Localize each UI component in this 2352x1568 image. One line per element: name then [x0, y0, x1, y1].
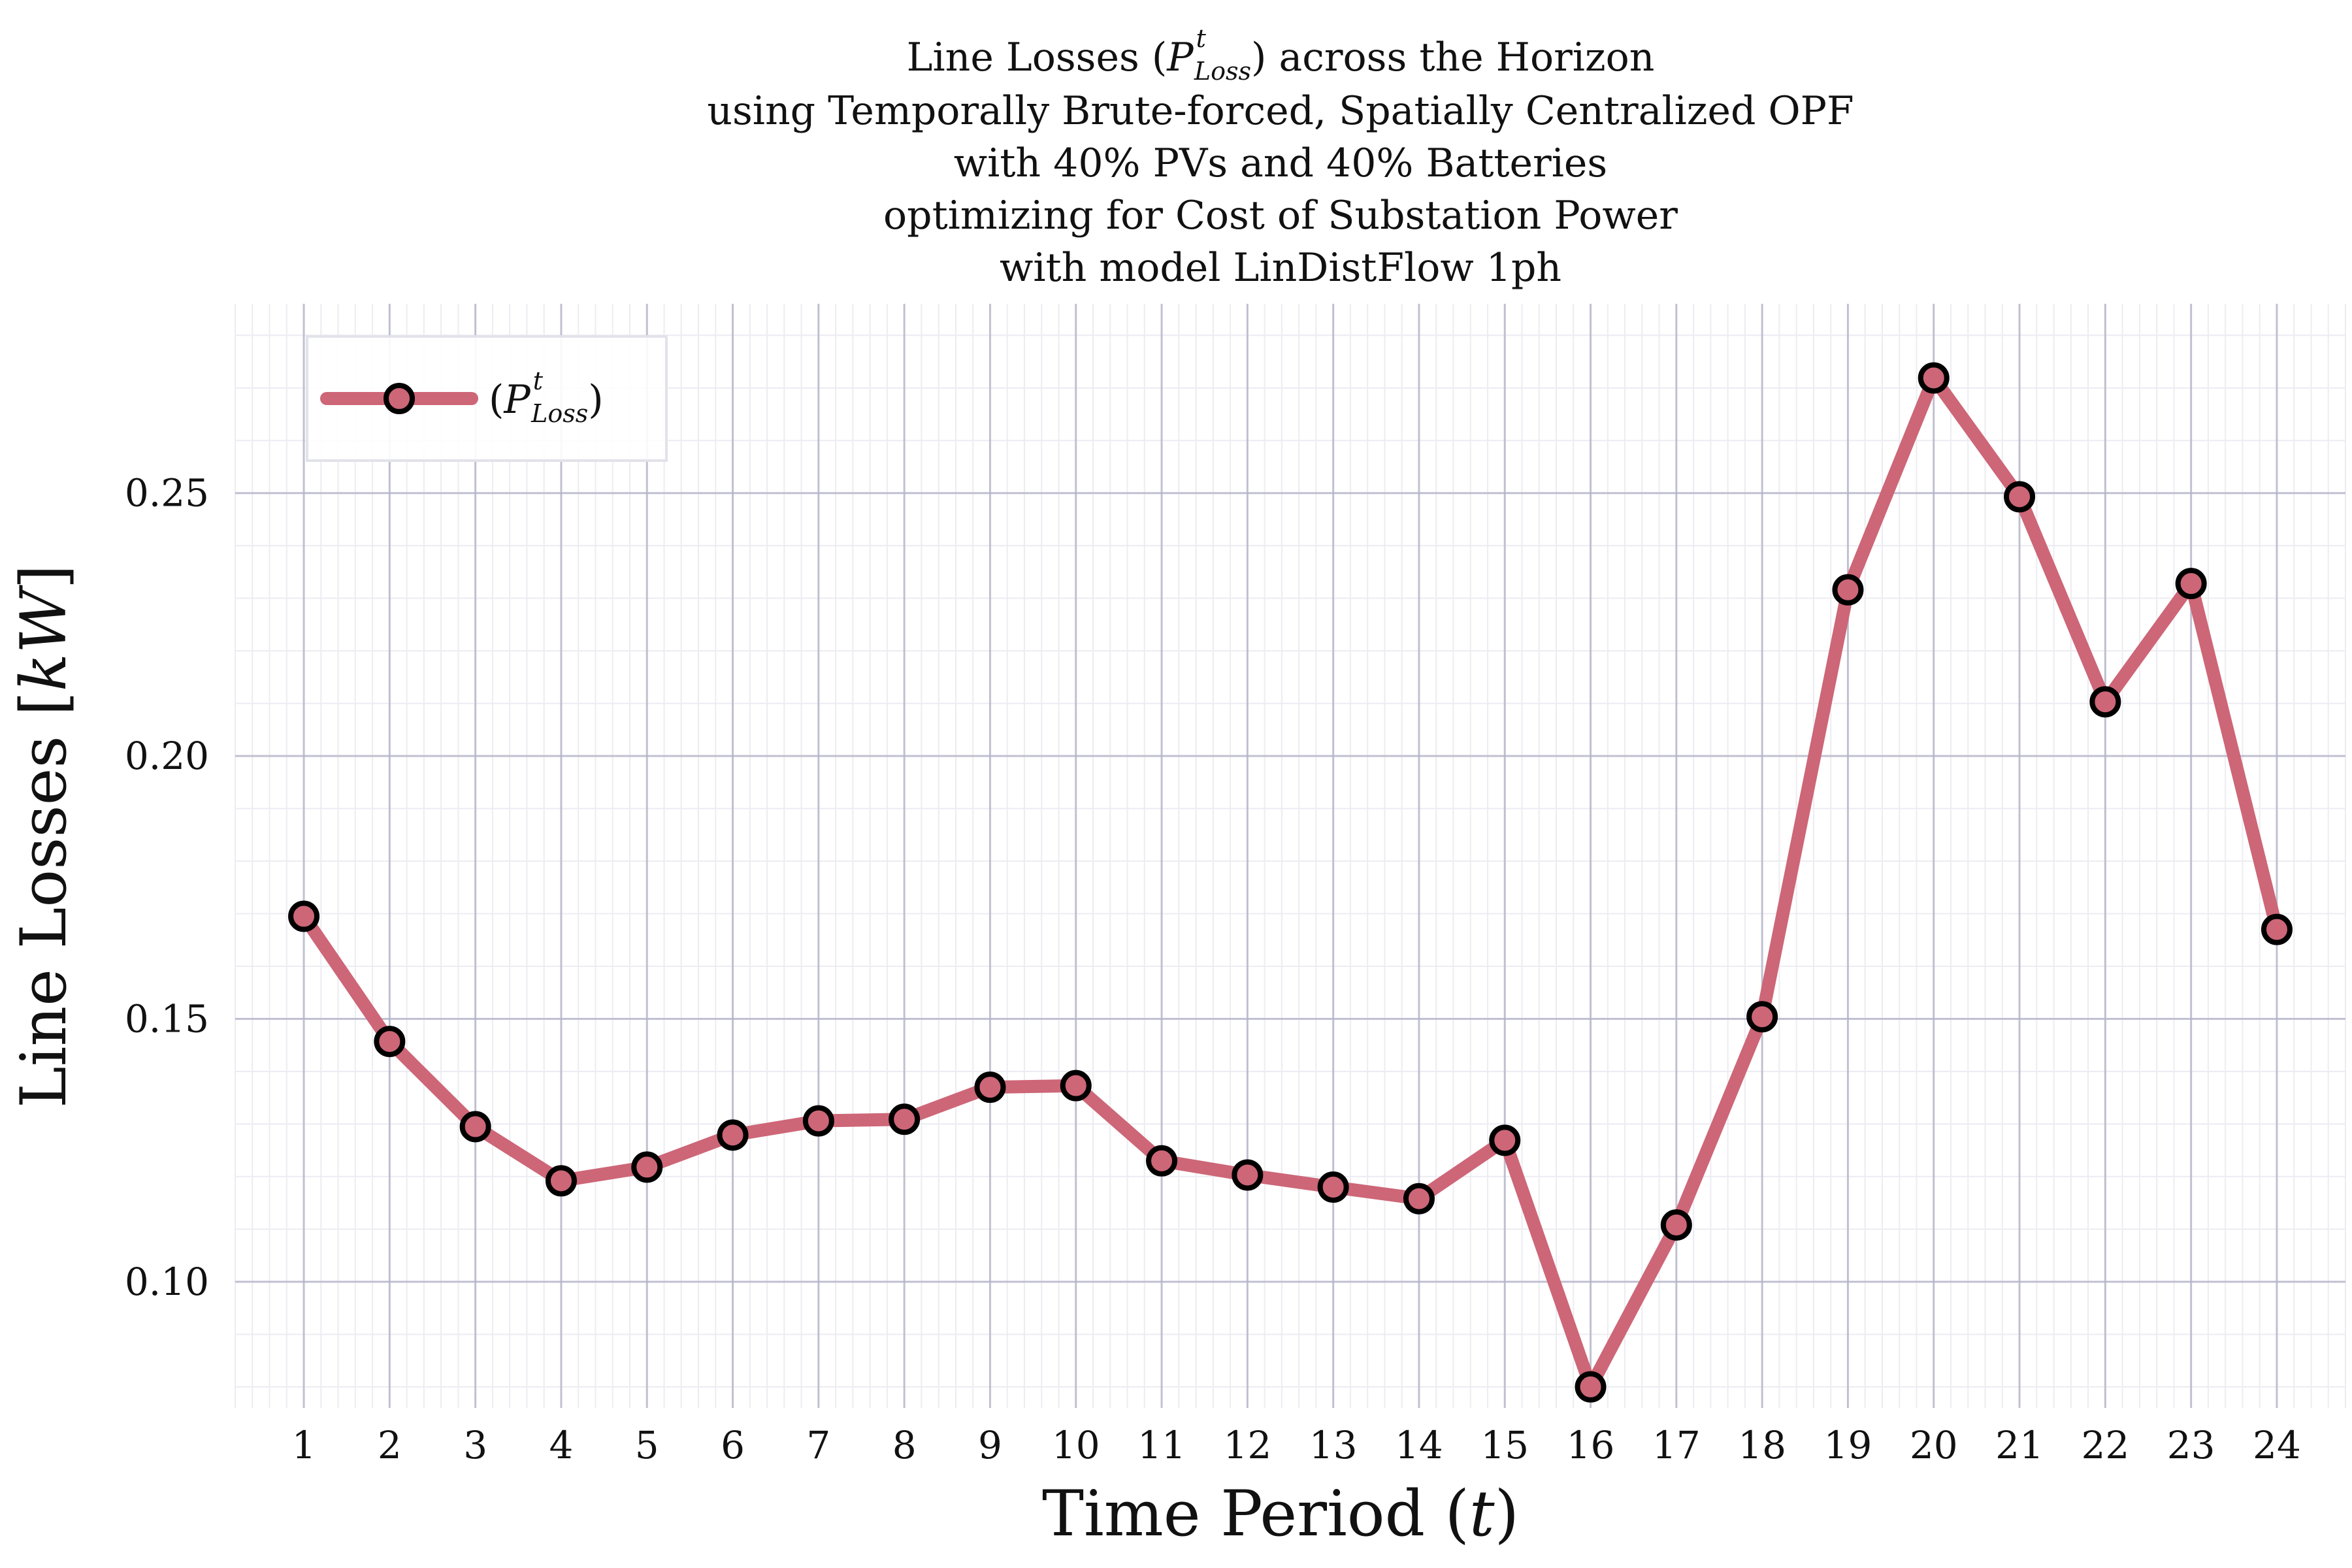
x-tick-label: 23 [2167, 1423, 2215, 1467]
data-point [1575, 1371, 1607, 1403]
data-point [1317, 1171, 1349, 1203]
x-tick-label: 3 [463, 1423, 487, 1467]
x-tick-label: 9 [978, 1423, 1002, 1467]
chart-title: Line Losses (P t Loss) across the Horizon … [707, 24, 1854, 291]
x-tick-label: 15 [1480, 1423, 1529, 1467]
y-tick-label: 0.15 [125, 996, 209, 1041]
x-tick-label: 18 [1738, 1423, 1786, 1467]
y-axis-label: Line Losses [kW] [7, 564, 80, 1108]
x-tick-label: 8 [892, 1423, 917, 1467]
data-point [1660, 1209, 1692, 1241]
data-point [2261, 913, 2293, 945]
x-tick-label: 24 [2253, 1423, 2301, 1467]
y-tick-labels: 0.10 0.15 0.20 0.25 [125, 471, 209, 1304]
y-tick-label: 0.25 [125, 471, 209, 515]
legend-marker-swatch [384, 383, 415, 414]
x-tick-labels: 1 2 3 4 5 6 7 8 9 10 11 12 13 14 15 16 17 18 19 20 21 22 23 24 [292, 1423, 2301, 1467]
data-point [459, 1111, 491, 1143]
title-line-4: optimizing for Cost of Substation Power [883, 193, 1678, 238]
x-tick-label: 22 [2081, 1423, 2129, 1467]
legend-label: (P t Loss) [489, 367, 604, 428]
y-tick-label: 0.10 [125, 1260, 209, 1304]
data-point [1146, 1145, 1178, 1177]
x-tick-label: 4 [549, 1423, 573, 1467]
title-line-3: with 40% PVs and 40% Batteries [954, 140, 1607, 186]
data-point [1489, 1124, 1521, 1156]
x-tick-label: 19 [1824, 1423, 1872, 1467]
x-tick-label: 10 [1052, 1423, 1100, 1467]
x-tick-label: 21 [1995, 1423, 2044, 1467]
x-tick-label: 7 [806, 1423, 830, 1467]
x-tick-label: 6 [721, 1423, 745, 1467]
x-axis-label: Time Period (t) [1042, 1477, 1519, 1550]
y-tick-label: 0.20 [125, 734, 209, 778]
data-point [1918, 362, 1950, 394]
major-gridlines [235, 304, 2345, 1408]
x-tick-label: 11 [1137, 1423, 1186, 1467]
x-tick-label: 1 [292, 1423, 316, 1467]
title-line-1: Line Losses (P t Loss) across the Horizon [907, 24, 1655, 86]
title-line-2: using Temporally Brute-forced, Spatially… [707, 88, 1854, 134]
x-tick-label: 20 [1910, 1423, 1958, 1467]
data-point [1232, 1159, 1264, 1191]
data-point [717, 1119, 749, 1151]
data-point [2089, 686, 2121, 718]
data-point [545, 1165, 577, 1197]
data-point [288, 900, 320, 932]
legend: (P t Loss) [306, 335, 668, 462]
x-tick-label: 2 [378, 1423, 402, 1467]
series-loss-markers [288, 362, 2293, 1403]
x-tick-label: 17 [1652, 1423, 1701, 1467]
data-point [1060, 1070, 1092, 1102]
data-point [802, 1105, 834, 1137]
x-tick-label: 14 [1395, 1423, 1443, 1467]
data-point [2004, 481, 2036, 513]
title-line-5: with model LinDistFlow 1ph [1000, 245, 1561, 291]
x-tick-label: 16 [1567, 1423, 1615, 1467]
x-tick-label: 13 [1309, 1423, 1358, 1467]
data-point [374, 1026, 406, 1058]
data-point [1403, 1183, 1435, 1215]
data-point [631, 1151, 663, 1183]
x-tick-label: 5 [635, 1423, 659, 1467]
data-point [2175, 568, 2207, 600]
data-point [889, 1103, 921, 1135]
data-point [974, 1071, 1006, 1103]
data-point [1746, 1001, 1778, 1033]
x-tick-label: 12 [1223, 1423, 1271, 1467]
data-point [1832, 574, 1864, 606]
